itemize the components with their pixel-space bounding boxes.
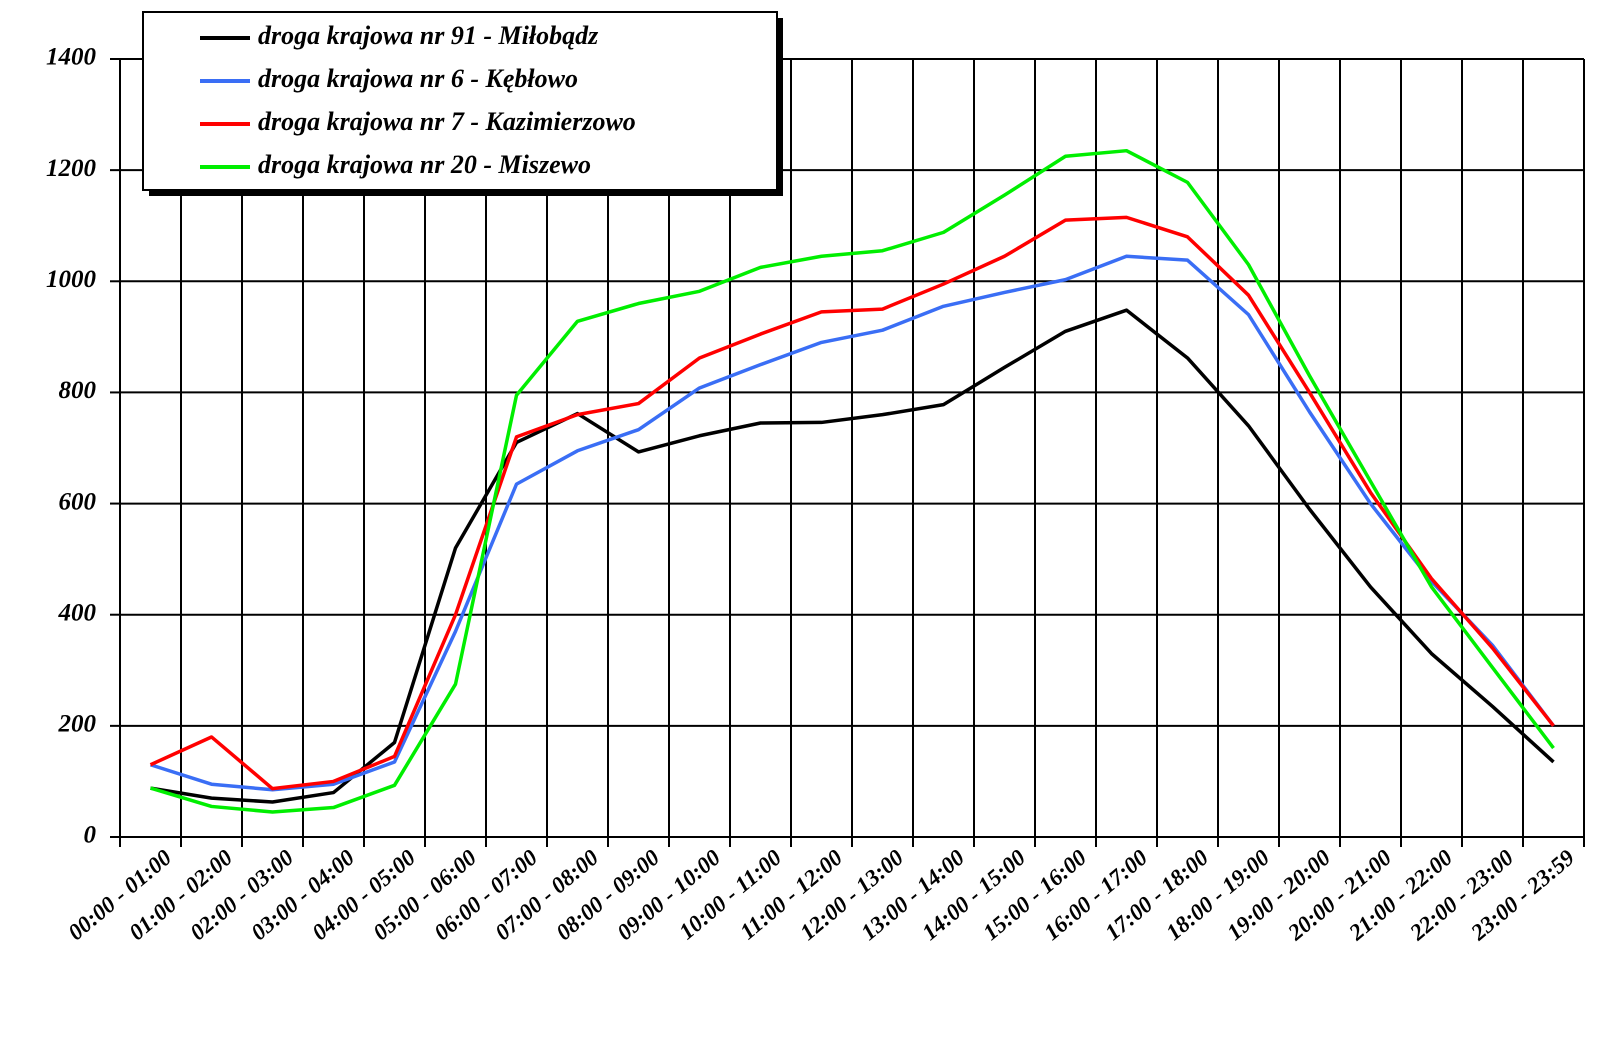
legend-label: droga krajowa nr 7 - Kazimierzowo <box>258 107 636 136</box>
y-tick-label: 0 <box>84 822 97 849</box>
legend-label: droga krajowa nr 91 - Miłobądz <box>258 21 599 50</box>
x-tick-label: 21:00 - 22:00 <box>1343 844 1457 945</box>
legend-box <box>142 11 778 191</box>
series-line <box>149 148 1555 814</box>
series-line <box>149 254 1555 792</box>
y-tick-label: 600 <box>59 488 97 515</box>
x-tick-label: 00:00 - 01:00 <box>63 844 176 945</box>
legend-label: droga krajowa nr 20 - Miszewo <box>258 150 591 179</box>
y-tick-label: 1200 <box>46 155 97 182</box>
legend-label: droga krajowa nr 6 - Kębłowo <box>258 64 578 93</box>
series-line <box>149 215 1555 791</box>
y-tick-label: 800 <box>59 377 97 404</box>
x-tick-label: 23:00 - 23:59 <box>1465 844 1579 945</box>
legend: droga krajowa nr 91 - Miłobądz droga kraj… <box>142 11 783 196</box>
x-tick-label: 20:00 - 21:00 <box>1282 844 1396 945</box>
y-tick-label: 200 <box>58 711 97 738</box>
series-line <box>150 308 1555 804</box>
x-tick-label: 22:00 - 23:00 <box>1404 844 1518 945</box>
y-tick-label: 400 <box>58 599 97 626</box>
y-tick-label: 1000 <box>46 266 97 293</box>
y-tick-label: 1400 <box>46 44 97 71</box>
